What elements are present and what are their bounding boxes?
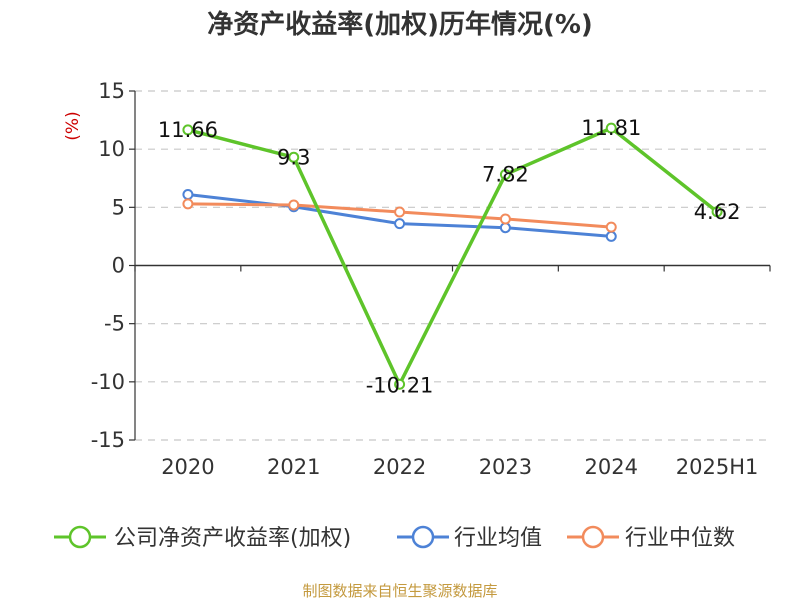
y-tick-label: 15 — [98, 79, 125, 103]
x-tick-label: 2022 — [373, 455, 426, 479]
x-tick-label: 2021 — [267, 455, 320, 479]
data-point — [182, 198, 194, 210]
data-label: 11.81 — [581, 116, 641, 140]
legend-marker — [581, 525, 605, 549]
legend-label: 行业均值 — [454, 526, 542, 551]
data-label: 4.62 — [694, 200, 741, 224]
data-point — [394, 378, 406, 390]
y-tick-label: 10 — [98, 137, 125, 161]
y-tick-label: -5 — [104, 312, 125, 336]
data-point — [499, 169, 511, 181]
data-point — [499, 213, 511, 225]
series-line — [187, 126, 719, 387]
data-label: 11.66 — [158, 118, 218, 142]
y-tick-label: -10 — [91, 370, 125, 394]
data-point — [182, 189, 194, 201]
data-point — [394, 218, 406, 230]
x-tick-label: 2025H1 — [676, 455, 759, 479]
data-label: -10.21 — [366, 373, 434, 397]
data-point — [499, 222, 511, 234]
chart-title: 净资产收益率(加权)历年情况(%) — [207, 9, 593, 40]
data-point — [711, 206, 723, 218]
data-label: 9.3 — [277, 145, 310, 169]
y-axis-label: (%) — [63, 111, 83, 140]
data-point — [605, 221, 617, 233]
legend-item[interactable]: 行业均值 — [397, 525, 542, 551]
data-labels: 11.66 9.3 -10.21 7.82 11.81 4.62 — [158, 116, 741, 397]
legend-label: 公司净资产收益率(加权) — [114, 526, 351, 551]
legend-marker — [68, 525, 92, 549]
x-tick-label: 2023 — [479, 455, 532, 479]
legend-item[interactable]: 公司净资产收益率(加权) — [54, 525, 351, 551]
y-tick-label: 5 — [112, 195, 125, 219]
data-point — [288, 199, 300, 211]
x-tick-label: 2024 — [585, 455, 638, 479]
data-point — [182, 124, 194, 136]
source-note: 制图数据来自恒生聚源数据库 — [302, 582, 497, 600]
axes: 15 10 5 0 -5 -10 -15 2020 2021 2022 2023 2024 2025H1 — [91, 79, 771, 479]
legend[interactable]: 公司净资产收益率(加权) 行业均值 行业中位数 — [54, 525, 735, 551]
legend-label: 行业中位数 — [625, 526, 735, 551]
data-point — [605, 230, 617, 242]
series-lines — [182, 122, 723, 390]
y-tick-label: 0 — [112, 254, 125, 278]
legend-item[interactable]: 行业中位数 — [567, 525, 735, 551]
legend-marker — [411, 525, 435, 549]
y-tick-label: -15 — [91, 428, 125, 452]
data-point — [605, 122, 617, 134]
gridlines — [135, 90, 770, 441]
data-label: 7.82 — [482, 163, 529, 187]
data-point — [288, 151, 300, 163]
data-point — [394, 206, 406, 218]
x-tick-label: 2020 — [161, 455, 214, 479]
